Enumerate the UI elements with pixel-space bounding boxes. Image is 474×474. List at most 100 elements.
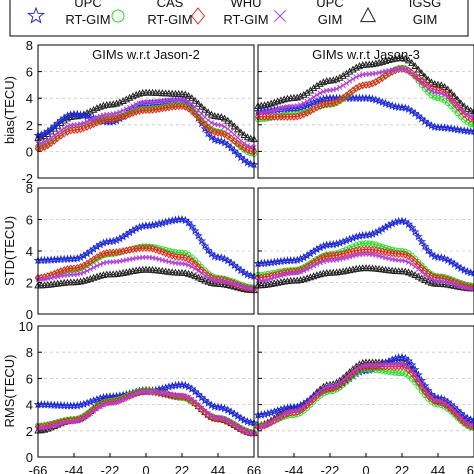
y-tick-label: 6 (26, 65, 33, 80)
data-point (278, 413, 284, 419)
data-point (44, 272, 52, 281)
legend-label: RT-GIM (147, 12, 192, 27)
data-point (228, 280, 234, 286)
data-point (218, 415, 224, 421)
data-point (227, 119, 235, 127)
data-point (74, 418, 80, 424)
data-point (61, 125, 67, 131)
y-tick-label: 2 (26, 118, 33, 133)
data-point (208, 276, 215, 283)
data-point (233, 125, 242, 133)
data-point (319, 241, 328, 250)
data-point (165, 250, 173, 259)
data-point (84, 413, 90, 419)
data-point (164, 216, 174, 226)
data-point (417, 237, 427, 246)
data-point (184, 218, 193, 227)
data-point (201, 120, 209, 129)
data-point (132, 107, 140, 116)
data-point (84, 119, 90, 125)
data-point (460, 102, 468, 110)
data-point (444, 402, 452, 411)
data-point (381, 98, 391, 108)
data-point (385, 266, 393, 274)
data-point (405, 68, 412, 74)
data-point (407, 360, 417, 369)
data-point (188, 270, 196, 278)
data-point (405, 259, 412, 265)
legend-label: RT-GIM (223, 12, 268, 27)
data-point (349, 247, 357, 256)
data-point (384, 100, 394, 109)
data-point (97, 404, 103, 410)
data-point (372, 264, 380, 272)
data-point (402, 258, 408, 264)
legend-label: GIM (413, 12, 438, 27)
data-point (408, 269, 416, 277)
data-point (77, 270, 84, 277)
data-point (412, 372, 418, 378)
data-point (392, 247, 399, 254)
data-point (87, 411, 93, 417)
data-point (76, 400, 85, 409)
y-tick-label: -2 (21, 171, 33, 186)
data-point (94, 114, 100, 120)
legend-entry: UPC RT-GIM (27, 0, 111, 27)
data-point (120, 107, 126, 114)
data-point (152, 245, 160, 254)
data-point (369, 366, 376, 373)
data-point (372, 367, 379, 373)
data-point (97, 113, 103, 119)
data-point (194, 273, 203, 281)
chart-panel: GIMs w.r.t Jason-3 (253, 44, 474, 179)
x-tick-label: 0 (142, 463, 149, 474)
data-point (281, 411, 287, 417)
data-point (304, 266, 310, 272)
data-point (301, 268, 307, 274)
data-point (366, 80, 373, 89)
data-point (395, 370, 402, 376)
data-point (225, 417, 231, 424)
data-point (346, 248, 353, 257)
data-point (185, 255, 192, 264)
data-point (82, 111, 92, 121)
data-point (425, 274, 431, 280)
data-point (378, 265, 387, 273)
data-point (314, 261, 320, 267)
data-point (261, 422, 268, 429)
data-point (273, 405, 283, 415)
data-point (220, 114, 229, 122)
data-point (421, 72, 429, 80)
data-point (155, 246, 163, 255)
data-point (377, 97, 387, 106)
data-point (91, 264, 97, 271)
data-point (397, 352, 407, 362)
data-point (204, 108, 212, 116)
data-point (418, 77, 425, 86)
chart-panel: 0 2 4 6 8 10 RMS(TECU) -66 -44 -22 0 22 44 66 (2, 319, 261, 474)
series-line (257, 366, 474, 428)
data-point (423, 246, 433, 255)
data-point (74, 263, 81, 272)
data-point (453, 406, 463, 415)
data-point (208, 126, 215, 135)
data-point (420, 241, 430, 251)
y-tick-label: 4 (26, 244, 33, 259)
data-point (224, 132, 232, 141)
data-point (197, 102, 206, 110)
data-point (317, 90, 323, 96)
data-point (159, 247, 166, 256)
y-tick-label: 8 (26, 181, 33, 196)
plot-frame (257, 187, 474, 315)
circle-legend-marker (111, 9, 125, 23)
data-point (199, 270, 205, 277)
data-point (440, 254, 449, 263)
data-point (123, 246, 130, 255)
data-point (316, 254, 324, 263)
legend-label: UPC (74, 0, 101, 10)
data-point (400, 103, 410, 112)
plot-frame (37, 44, 255, 179)
series-line (257, 57, 474, 112)
data-point (317, 388, 323, 394)
data-point (421, 79, 429, 88)
